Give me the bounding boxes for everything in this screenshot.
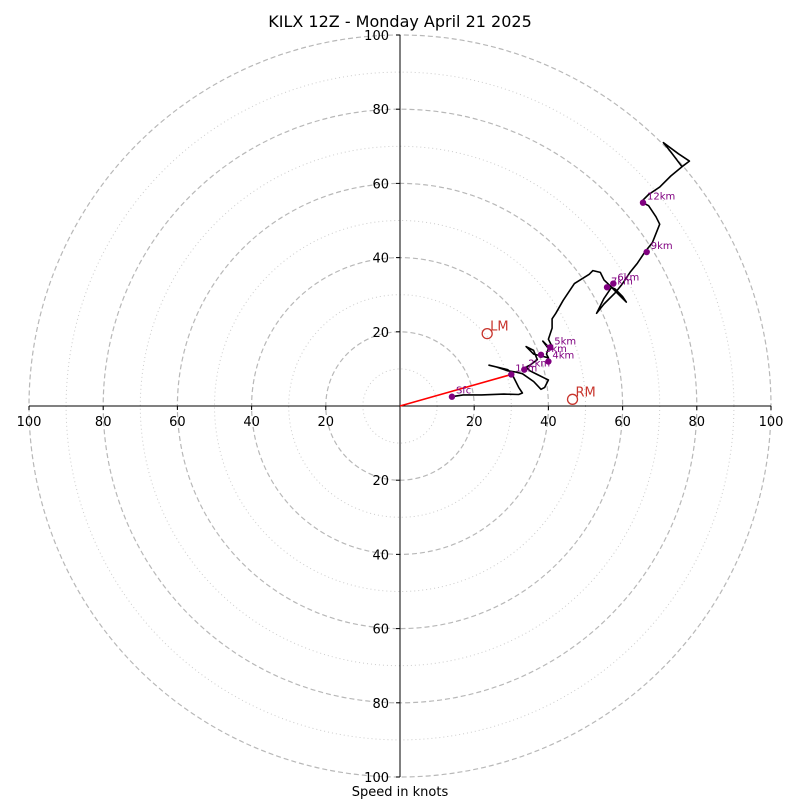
height-marker-point [448,393,456,400]
chart-title: KILX 12Z - Monday April 21 2025 [268,12,532,31]
height-marker-label: Sfc [456,386,471,397]
y-tick-label: 100 [364,29,389,44]
storm-motions: LM RM [481,320,596,405]
y-tick-label: 20 [372,474,389,489]
height-marker-point [521,366,528,373]
tick-labels: 100 100 80 80 60 60 40 40 20 20 20 20 40 40 60 60 80 80 10… [17,29,784,786]
height-marker-label: 6km [617,273,639,284]
height-marker-point [508,371,515,378]
x-tick-label: 40 [243,415,260,430]
x-tick-label: 80 [95,415,112,430]
height-marker-point [545,358,552,365]
height-marker-point [643,248,650,256]
height-marker-label: 3km [545,344,567,355]
y-tick-label: 60 [372,177,389,192]
storm-motion-marker [566,393,579,405]
height-marker-label: 4km [552,350,574,361]
y-tick-label: 40 [372,548,389,563]
height-marker-label: 5km [554,336,576,347]
height-marker-point [639,199,647,206]
x-tick-label: 20 [466,415,483,430]
x-tick-label: 100 [759,415,784,430]
height-marker-label: 9km [651,241,673,252]
x-tick-label: 60 [614,415,631,430]
height-marker-point [547,344,554,351]
y-tick-label: 80 [372,103,389,118]
height-marker-label: 2km [528,359,550,370]
x-tick-label: 20 [318,415,335,430]
storm-motion-label: LM [490,320,508,335]
y-tick-label: 20 [372,326,389,341]
y-tick-label: 100 [364,771,389,786]
x-tick-label: 80 [689,415,706,430]
height-marker-point [537,351,545,359]
height-marker-label: 12km [647,192,675,203]
x-axis-label: Speed in knots [352,785,449,800]
x-tick-label: 100 [17,415,42,430]
storm-motion-label: RM [576,385,596,400]
x-tick-label: 60 [169,415,186,430]
x-tick-label: 40 [540,415,557,430]
y-tick-label: 40 [372,252,389,267]
y-tick-label: 60 [372,623,389,638]
y-tick-label: 80 [372,697,389,712]
shear-vector-line [399,373,512,407]
storm-motion-marker [481,328,493,340]
height-marker-point [610,280,617,287]
height-markers: Sfc1km2km3km4km5km6km7km9km12km [448,192,675,400]
height-marker-label: 7km [611,276,633,287]
height-marker-point [603,284,611,291]
